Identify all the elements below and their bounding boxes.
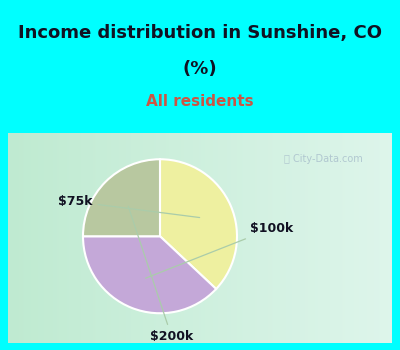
Text: ⓘ City-Data.com: ⓘ City-Data.com [284,154,363,164]
Text: (%): (%) [183,60,217,78]
Text: All residents: All residents [146,94,254,109]
Wedge shape [160,159,237,289]
Text: $75k: $75k [58,195,200,218]
Text: $100k: $100k [146,222,293,278]
Wedge shape [83,236,216,313]
Wedge shape [83,159,160,236]
Text: $200k: $200k [128,206,193,343]
Text: Income distribution in Sunshine, CO: Income distribution in Sunshine, CO [18,24,382,42]
